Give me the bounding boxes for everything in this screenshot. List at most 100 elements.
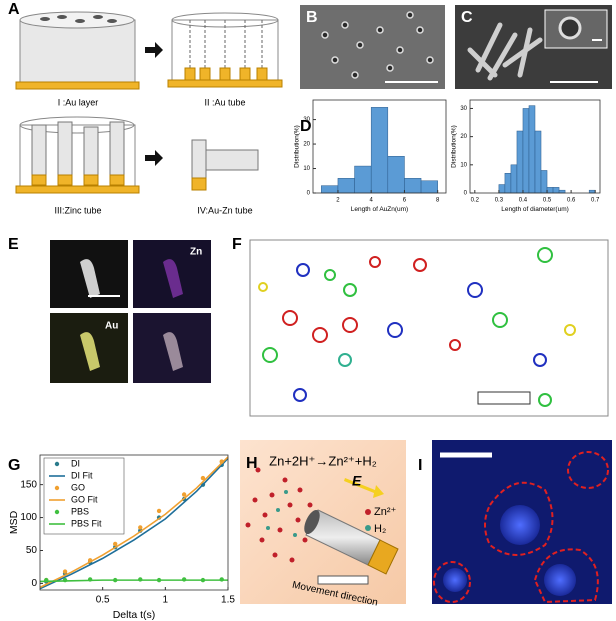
plot-frame [312, 99, 447, 194]
au-layer [167, 79, 283, 88]
panel-label: C [461, 9, 473, 26]
legend-symbol [54, 461, 60, 467]
bar [420, 180, 438, 194]
legend-label: DI Fit [71, 470, 93, 480]
scale-bar [477, 391, 531, 405]
step-label: IV:Au-Zn tube [197, 205, 252, 215]
zinc-tube [191, 139, 207, 179]
fit-line [39, 579, 228, 583]
bar [558, 189, 566, 194]
channel-label: Au [105, 321, 118, 332]
pores [40, 15, 117, 23]
bar [387, 156, 405, 194]
arrow [145, 42, 163, 58]
channel-label: Zn [190, 247, 202, 258]
sem-particles [321, 11, 434, 79]
bar [498, 184, 506, 194]
panel-label: H [246, 455, 258, 472]
x-tick-label: 1 [163, 595, 169, 606]
field-label: E [352, 473, 362, 489]
legend-label: PBS Fit [71, 518, 102, 528]
bar [522, 108, 530, 194]
y-tick-label: 0 [464, 191, 468, 197]
panel-label: B [306, 9, 318, 26]
plot-frame [39, 454, 229, 591]
glow [500, 505, 540, 545]
panel-label: A [8, 1, 20, 18]
tube-opening [304, 509, 320, 535]
au-segment [367, 539, 399, 575]
x-tick-label: 0.2 [471, 197, 480, 203]
pore-guides [189, 20, 263, 70]
legend-symbol [54, 509, 60, 515]
x-tick-label: 0.4 [519, 197, 528, 203]
tube-signal [163, 259, 183, 298]
field-arrow [344, 478, 384, 498]
x-tick-label: 8 [436, 197, 440, 203]
bar [337, 178, 355, 194]
y-tick-label: 20 [303, 142, 310, 148]
ion-label: Zn²⁺ [374, 506, 397, 518]
sem-image [300, 5, 445, 89]
au-tube [191, 177, 207, 191]
legend-box [43, 457, 125, 535]
tube-end [558, 16, 582, 40]
glow [443, 568, 467, 592]
tube-signal [80, 332, 100, 371]
x-tick-label: 0.5 [543, 197, 552, 203]
zinc-tube [205, 149, 259, 171]
x-tick-label: 2 [336, 197, 340, 203]
direction-bar [317, 575, 369, 585]
au-tubes [31, 174, 125, 186]
bar [354, 165, 372, 194]
bar [546, 187, 554, 194]
trajectories [258, 247, 576, 407]
gas-key [365, 525, 371, 531]
y-axis-label: Distribution(%) [450, 125, 457, 168]
y-axis-label: Distribution(%) [293, 125, 300, 168]
bar [510, 164, 518, 194]
y-tick-label: 150 [20, 479, 37, 490]
plot-frame [469, 99, 601, 194]
legend-label: GO Fit [71, 494, 98, 504]
x-tick-label: 1.5 [221, 595, 235, 606]
tube-signal [80, 259, 100, 298]
arrow [145, 150, 163, 166]
y-tick-label: 10 [303, 166, 310, 172]
tube-signal [163, 332, 183, 371]
bar [516, 130, 524, 194]
panel-label: G [8, 457, 20, 474]
x-tick-label: 0.6 [567, 197, 576, 203]
x-tick-label: 6 [403, 197, 407, 203]
panel-label: D [300, 118, 312, 135]
x-tick-label: 0.7 [591, 197, 600, 203]
y-tick-label: 20 [460, 134, 467, 140]
dashed-boundaries [433, 451, 609, 604]
x-axis-label: Length of AuZn(um) [351, 206, 408, 213]
bar [528, 105, 536, 194]
legend: DI DI Fit GO GO Fit PBS PBS Fit [43, 457, 125, 535]
data-point [138, 525, 143, 530]
x-axis-label: Length of diameter(um) [501, 206, 569, 213]
x-tick-label: 4 [370, 197, 374, 203]
step-label: III:Zinc tube [54, 205, 101, 215]
x-axis-label: Delta t(s) [113, 609, 156, 621]
bar [552, 187, 560, 194]
data-point [181, 492, 187, 497]
x-tick-label: 0.5 [96, 595, 110, 606]
bar [370, 107, 389, 194]
glow [544, 564, 576, 596]
bar [404, 178, 422, 194]
y-tick-label: 30 [460, 106, 467, 112]
schematic [15, 11, 283, 194]
panel-label: I [418, 457, 422, 474]
y-tick-label: 10 [460, 162, 467, 168]
gas-label: H₂ [374, 523, 386, 535]
au-tubes [184, 67, 268, 81]
cylinder [19, 19, 136, 86]
zinc-tubes [31, 121, 125, 176]
y-axis-label: MSD [8, 510, 20, 534]
bar [534, 130, 542, 194]
bar [540, 170, 548, 194]
